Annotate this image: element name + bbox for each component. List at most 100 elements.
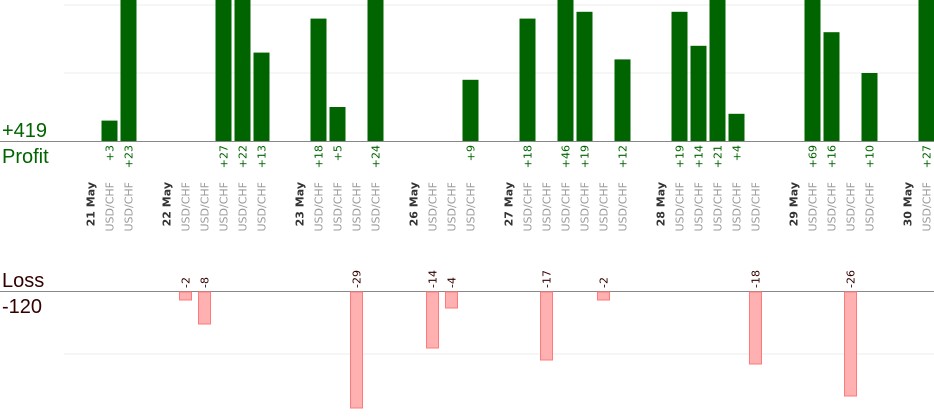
profit-value-label: +14	[693, 145, 706, 168]
profit-bar	[120, 0, 137, 141]
profit-bars	[101, 0, 934, 142]
category-labels: 21 May USD/CHF USD/CHF 22 May USD/CHF USD/CHF…	[85, 182, 934, 232]
date-label: 29 May	[788, 182, 801, 226]
profit-value-label: +19	[674, 145, 687, 168]
date-label: 21 May	[85, 182, 98, 226]
trade-label: USD/CHF	[598, 182, 611, 232]
profit-title: Profit	[2, 146, 49, 168]
loss-value-label: -4	[446, 277, 459, 288]
loss-value-labels: -2 -8 -29 -14 -4 -17 -2 -18 -26	[180, 270, 858, 288]
trade-label: USD/CHF	[256, 182, 269, 232]
trade-label: USD/CHF	[693, 182, 706, 232]
trade-label: USD/CHF	[522, 182, 535, 232]
profit-value-label: +18	[313, 145, 326, 168]
profit-value-label: +27	[218, 145, 231, 168]
loss-value-label: -14	[427, 270, 440, 288]
trade-label: USD/CHF	[712, 182, 725, 232]
profit-value-label: +12	[617, 145, 630, 168]
loss-bar	[179, 291, 192, 301]
trade-label: USD/CHF	[370, 182, 383, 232]
loss-value-label: -17	[541, 270, 554, 288]
trade-label: USD/CHF	[560, 182, 573, 232]
loss-bar	[426, 291, 439, 349]
profit-total: +419	[2, 120, 47, 142]
profit-value-label: +13	[256, 145, 269, 168]
profit-bar	[253, 52, 270, 141]
profit-bar	[462, 79, 479, 141]
trade-label: USD/CHF	[351, 182, 364, 232]
loss-bar	[350, 291, 363, 409]
profit-bar	[861, 73, 878, 141]
trade-label: USD/CHF	[218, 182, 231, 232]
profit-value-labels: +3 +23 +27 +22 +13 +18 +5 +24 +9 +18 +46 +19 +12 +19 +…	[104, 145, 934, 168]
loss-bars	[179, 291, 857, 409]
profit-value-label: +5	[332, 145, 345, 161]
trade-label: USD/CHF	[237, 182, 250, 232]
trade-label: USD/CHF	[332, 182, 345, 232]
profit-value-label: +21	[712, 145, 725, 168]
profit-bar	[709, 0, 726, 142]
loss-value-label: -8	[199, 277, 212, 288]
profit-bar	[671, 11, 688, 141]
loss-bar	[445, 291, 458, 309]
grid-lines	[0, 4, 934, 355]
trade-label: USD/CHF	[864, 182, 877, 232]
profit-bar	[310, 18, 327, 142]
trade-label: USD/CHF	[465, 182, 478, 232]
profit-value-label: +4	[731, 145, 744, 161]
profit-bar	[329, 107, 346, 141]
profit-bar	[557, 0, 574, 141]
trade-label: USD/CHF	[104, 182, 117, 232]
profit-value-label: +19	[579, 145, 592, 168]
profit-bar	[918, 0, 934, 142]
trade-label: USD/CHF	[199, 182, 212, 232]
profit-value-label: +9	[465, 145, 478, 161]
loss-value-label: -18	[750, 270, 763, 288]
profit-value-label: +69	[807, 145, 820, 168]
loss-value-label: -29	[351, 270, 364, 288]
profit-bar	[519, 18, 536, 142]
profit-bar	[823, 32, 840, 142]
loss-value-label: -26	[845, 270, 858, 288]
profit-bar	[576, 11, 593, 141]
loss-bar	[844, 291, 857, 397]
trade-label: USD/CHF	[826, 182, 839, 232]
loss-bar	[198, 291, 211, 325]
loss-value-label: -2	[598, 277, 611, 288]
profit-value-label: +27	[921, 145, 934, 168]
trade-label: USD/CHF	[674, 182, 687, 232]
loss-total: -120	[2, 296, 42, 318]
date-label: 28 May	[655, 182, 668, 226]
profit-value-label: +16	[826, 145, 839, 168]
profit-value-label: +3	[104, 145, 117, 161]
date-label: 22 May	[161, 182, 174, 226]
trade-label: USD/CHF	[123, 182, 136, 232]
profit-value-label: +18	[522, 145, 535, 168]
trade-label: USD/CHF	[731, 182, 744, 232]
date-label: 27 May	[503, 182, 516, 226]
loss-bar	[540, 291, 553, 361]
date-label: 30 May	[902, 182, 915, 226]
profit-value-label: +46	[560, 145, 573, 168]
trade-label: USD/CHF	[750, 182, 763, 232]
trade-label: USD/CHF	[313, 182, 326, 232]
profit-value-label: +23	[123, 145, 136, 168]
date-label: 26 May	[408, 182, 421, 226]
trade-label: USD/CHF	[446, 182, 459, 232]
profit-bar	[101, 120, 118, 141]
trade-label: USD/CHF	[427, 182, 440, 232]
trade-label: USD/CHF	[541, 182, 554, 232]
profit-value-label: +24	[370, 145, 383, 168]
trade-label: USD/CHF	[180, 182, 193, 232]
profit-bar	[614, 59, 631, 141]
profit-bar	[215, 0, 232, 142]
profit-bar	[234, 0, 251, 142]
profit-value-label: +10	[864, 145, 877, 168]
trade-label: USD/CHF	[921, 182, 934, 232]
profit-value-label: +22	[237, 145, 250, 168]
loss-value-label: -2	[180, 277, 193, 288]
profit-bar	[367, 0, 384, 141]
date-label: 23 May	[294, 182, 307, 226]
trade-label: USD/CHF	[845, 182, 858, 232]
